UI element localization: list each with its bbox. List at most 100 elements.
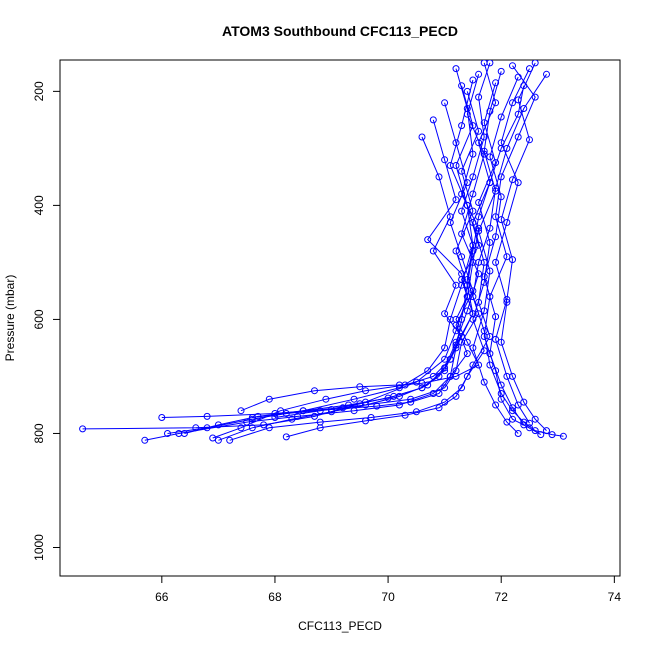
data-point — [480, 150, 488, 158]
data-point — [458, 122, 466, 130]
data-point — [424, 236, 432, 244]
data-point — [497, 338, 505, 346]
data-point — [509, 404, 516, 412]
data-point — [486, 350, 494, 358]
data-point — [509, 256, 516, 264]
series-18 — [214, 70, 488, 444]
y-tick-label: 400 — [32, 195, 46, 215]
data-point — [497, 67, 505, 75]
series-line — [472, 74, 564, 437]
data-point — [214, 421, 222, 429]
data-point — [209, 434, 217, 442]
data-point — [446, 372, 454, 380]
data-point — [480, 119, 488, 127]
series-17 — [271, 133, 466, 421]
data-point — [265, 395, 273, 403]
data-point — [492, 187, 500, 195]
data-point — [469, 76, 477, 84]
data-point — [158, 414, 166, 421]
data-point — [237, 424, 245, 432]
data-point — [480, 278, 488, 286]
data-point — [458, 253, 466, 261]
data-point — [452, 139, 460, 147]
x-tick-label: 72 — [495, 590, 509, 604]
data-point — [452, 392, 460, 400]
data-point — [492, 367, 500, 375]
data-point — [463, 110, 471, 118]
data-point — [271, 414, 279, 421]
data-point — [362, 417, 369, 425]
data-point — [322, 395, 330, 403]
data-point — [441, 344, 449, 352]
data-point — [475, 127, 483, 135]
data-point — [503, 253, 511, 261]
data-point — [514, 133, 522, 141]
data-point — [514, 401, 522, 409]
data-point — [469, 150, 477, 158]
data-point — [509, 176, 516, 184]
data-point — [514, 96, 522, 104]
data-point — [486, 333, 494, 340]
data-point — [492, 233, 500, 241]
data-point — [469, 190, 477, 198]
data-point — [350, 395, 358, 403]
data-point — [537, 431, 545, 439]
x-tick-label: 68 — [268, 590, 282, 604]
data-point — [458, 333, 466, 340]
data-point — [503, 296, 511, 303]
data-point — [311, 412, 318, 420]
data-point — [226, 436, 234, 444]
y-tick-label: 200 — [32, 81, 46, 101]
data-point — [543, 70, 550, 78]
x-tick-label: 70 — [381, 590, 395, 604]
data-point — [526, 136, 533, 144]
y-axis: 200 400 600 800 1000 — [32, 81, 61, 561]
data-point — [497, 113, 505, 121]
data-point — [497, 139, 505, 147]
y-tick-label: 600 — [32, 309, 46, 329]
data-point — [446, 213, 454, 221]
data-point — [395, 401, 403, 409]
data-point — [452, 196, 460, 204]
data-point — [531, 415, 539, 423]
data-point — [316, 424, 324, 432]
data-point — [514, 73, 522, 81]
series-layer — [79, 60, 567, 444]
data-point — [503, 219, 511, 226]
data-point — [492, 99, 500, 107]
series-line — [483, 76, 542, 436]
data-point — [429, 247, 437, 255]
y-axis-label: Pressure (mbar) — [3, 275, 17, 362]
data-point — [458, 207, 466, 215]
series-line — [82, 68, 480, 430]
data-point — [203, 424, 211, 432]
series-13 — [492, 65, 550, 435]
data-point — [492, 313, 500, 321]
data-point — [435, 390, 443, 397]
data-point — [79, 425, 87, 433]
data-point — [429, 116, 437, 124]
data-point — [463, 307, 471, 315]
data-point — [497, 193, 505, 201]
data-point — [237, 407, 245, 415]
data-point — [446, 355, 454, 363]
data-point — [180, 430, 188, 437]
data-point — [395, 392, 403, 400]
data-point — [458, 167, 466, 175]
data-point — [339, 404, 347, 412]
data-point — [458, 384, 466, 392]
data-point — [497, 381, 505, 389]
data-point — [514, 430, 522, 437]
data-point — [475, 241, 483, 249]
data-point — [531, 60, 539, 67]
series-15 — [282, 79, 500, 441]
data-point — [395, 384, 403, 392]
data-point — [424, 367, 432, 375]
data-point — [480, 60, 488, 67]
data-point — [503, 372, 511, 380]
plot-frame — [59, 59, 621, 577]
data-point — [486, 224, 494, 232]
y-tick-label: 800 — [32, 423, 46, 443]
data-point — [480, 378, 488, 386]
data-point — [203, 412, 211, 420]
